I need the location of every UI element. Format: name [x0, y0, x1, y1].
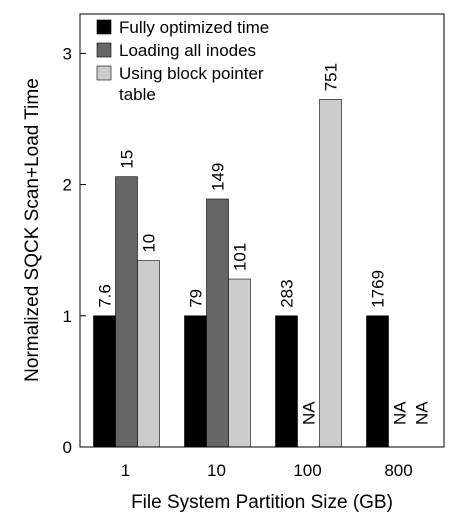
- bar: [115, 176, 138, 448]
- x-tick-label: 800: [384, 461, 412, 480]
- x-tick-label: 1: [121, 461, 130, 480]
- y-tick-label: 1: [63, 307, 72, 326]
- y-tick-label: 3: [63, 44, 72, 63]
- x-tick-label: 100: [293, 461, 321, 480]
- bar: [184, 315, 207, 448]
- plot-frame: [79, 13, 445, 448]
- legend-swatch: [96, 42, 112, 58]
- bar-data-label: 10: [140, 234, 159, 253]
- bar-data-label: 283: [278, 279, 297, 307]
- bar: [93, 315, 116, 448]
- x-tick-label: 10: [207, 461, 226, 480]
- legend-label: Fully optimized time: [119, 18, 269, 37]
- x-axis-label: File System Partition Size (GB): [131, 492, 393, 513]
- bar: [319, 98, 342, 448]
- bar-data-label: NA: [413, 401, 432, 425]
- legend: Fully optimized time Loading all inodes Us…: [96, 18, 269, 104]
- legend-swatch: [96, 65, 112, 81]
- bar-data-label: 79: [187, 289, 206, 308]
- bar: [366, 315, 389, 448]
- y-ticks: 0 1 2 3: [63, 44, 86, 457]
- legend-swatch: [96, 19, 112, 35]
- legend-label: Loading all inodes: [119, 41, 256, 60]
- bar-data-label: 7.6: [96, 284, 115, 308]
- bar: [206, 198, 229, 448]
- y-axis-label: Normalized SQCK Scan+Load Time: [22, 78, 43, 382]
- bar: [137, 260, 160, 448]
- y-tick-label: 0: [63, 438, 72, 457]
- bar: [228, 278, 251, 448]
- bar-data-label: 751: [322, 63, 341, 91]
- bar-data-label: NA: [300, 401, 319, 425]
- bar-data-label: NA: [391, 401, 410, 425]
- axes-layer: [79, 13, 445, 448]
- bars-layer: [93, 98, 389, 448]
- bar-data-label: 15: [118, 150, 137, 169]
- bar-data-label: 149: [209, 163, 228, 191]
- bar-data-label: 101: [231, 243, 250, 271]
- bar: [275, 315, 298, 448]
- bar-data-label: 1769: [369, 270, 388, 308]
- x-ticks: 1 10 100 800: [121, 461, 413, 480]
- legend-label: Using block pointer table: [119, 64, 264, 104]
- y-tick-label: 2: [63, 176, 72, 195]
